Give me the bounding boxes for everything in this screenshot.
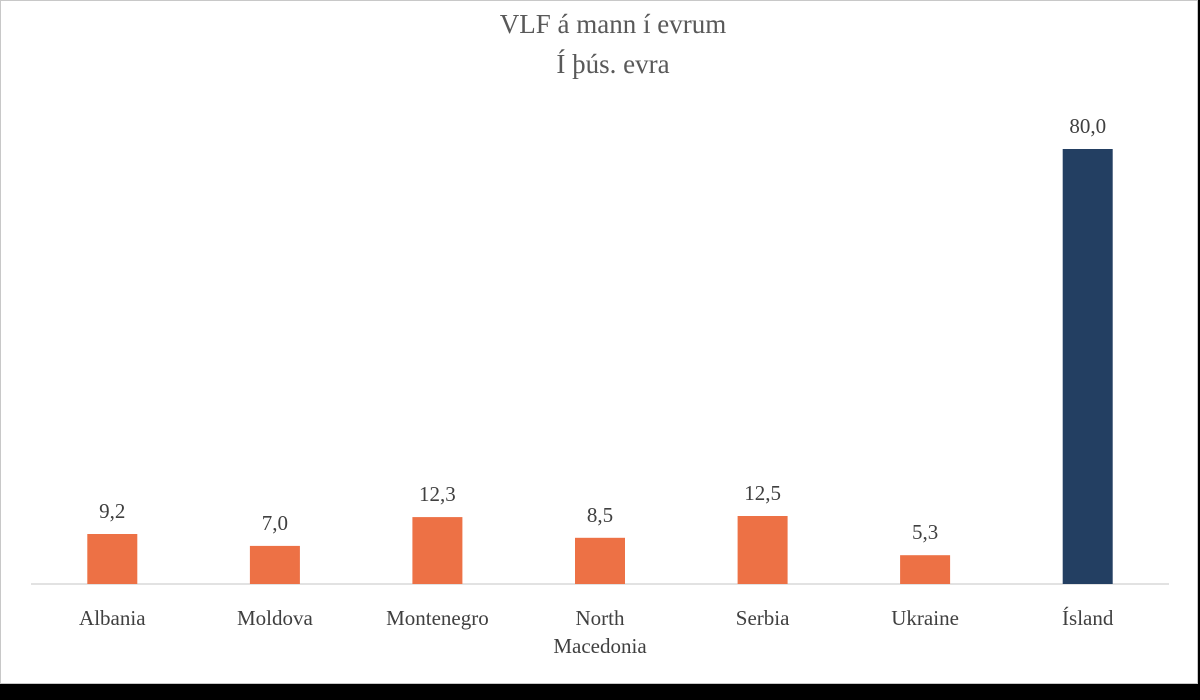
- category-label-line: Albania: [79, 606, 146, 630]
- category-label-line: Ísland: [1062, 606, 1114, 630]
- data-label-1: 7,0: [262, 511, 288, 535]
- chart-title: VLF á mann í evrum: [500, 9, 726, 39]
- category-labels-group: Albania Moldova Montenegro North Macedonia Se…: [79, 606, 1114, 658]
- data-label-4: 12,5: [744, 481, 781, 505]
- data-label-6: 80,0: [1069, 114, 1106, 138]
- category-label-3: North Macedonia: [553, 606, 647, 658]
- bar-6: [1062, 149, 1113, 584]
- category-label-line: Serbia: [736, 606, 790, 630]
- category-label-2: Montenegro: [386, 606, 489, 630]
- category-label-4: Serbia: [736, 606, 790, 630]
- bars-group: [87, 149, 1113, 584]
- chart-frame: VLF á mann í evrum Í þús. evra 9,2 7,0 12,…: [0, 0, 1198, 684]
- bar-chart: VLF á mann í evrum Í þús. evra 9,2 7,0 12,…: [31, 9, 1169, 658]
- bar-2: [412, 517, 463, 584]
- category-label-0: Albania: [79, 606, 146, 630]
- bar-3: [575, 537, 625, 584]
- data-label-3: 8,5: [587, 503, 613, 527]
- category-label-line: North: [576, 606, 625, 630]
- bar-5: [900, 555, 951, 584]
- data-label-0: 9,2: [99, 499, 125, 523]
- data-label-5: 5,3: [912, 520, 938, 544]
- category-label-line: Montenegro: [386, 606, 489, 630]
- bar-0: [87, 534, 138, 584]
- category-label-5: Ukraine: [891, 606, 959, 630]
- category-label-line: Ukraine: [891, 606, 959, 630]
- category-label-6: Ísland: [1062, 606, 1114, 630]
- category-label-line: Moldova: [237, 606, 314, 630]
- bar-1: [249, 545, 300, 584]
- bar-4: [737, 516, 788, 584]
- data-labels-group: 9,2 7,0 12,3 8,5 12,5 5,3 80,0: [99, 114, 1106, 544]
- category-label-line: Macedonia: [553, 634, 647, 658]
- chart-subtitle: Í þús. evra: [556, 49, 669, 79]
- category-label-1: Moldova: [237, 606, 314, 630]
- data-label-2: 12,3: [419, 482, 456, 506]
